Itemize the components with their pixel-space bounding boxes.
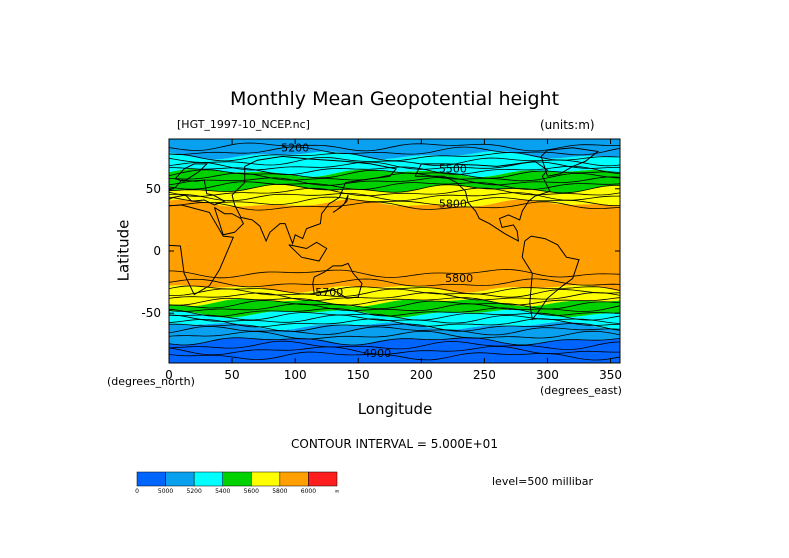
continent-outline (332, 194, 349, 213)
contour-line (169, 152, 620, 162)
colorbar-label: 5600 (244, 488, 259, 495)
contour-line (169, 300, 620, 310)
continent-outline (288, 241, 328, 262)
colorbar-swatch (279, 471, 309, 487)
contour-line (169, 269, 620, 279)
contour-label: 5200 (281, 141, 309, 154)
x-tick-label: 150 (347, 368, 370, 382)
contour-line (169, 201, 620, 211)
contour-line (169, 297, 620, 306)
x-tick-label: 0 (165, 368, 173, 382)
units-label: (units:m) (540, 118, 595, 132)
chart-title: Monthly Mean Geopotential height (229, 88, 560, 110)
colorbar-swatch (136, 471, 166, 487)
contour-line (169, 183, 620, 194)
continent-outline (414, 160, 551, 242)
y-tick-label: -50 (141, 306, 161, 320)
contour-line (169, 278, 620, 288)
continent-outline (312, 262, 363, 299)
contour-line (169, 157, 620, 167)
colorbar-swatch (222, 471, 252, 487)
contour-line (169, 187, 620, 197)
colorbar-label: 5000 (158, 488, 173, 495)
y-units-label: (degrees_north) (107, 375, 195, 388)
x-tick-label: 100 (284, 368, 307, 382)
continent-outline (540, 147, 600, 177)
contour-interval-text: CONTOUR INTERVAL = 5.000E+01 (291, 437, 498, 451)
contour-line (169, 322, 620, 332)
continent-outline (174, 163, 209, 182)
file-label: [HGT_1997-10_NCEP.nc] (177, 118, 310, 131)
x-axis-label: Longitude (357, 400, 433, 418)
color-band (169, 199, 620, 293)
colorbar-label: 5200 (187, 488, 202, 495)
color-band (169, 184, 620, 207)
colorbar-label: ∞ (335, 488, 340, 495)
continent-outline (169, 204, 235, 296)
colorbar-swatch (308, 471, 338, 487)
contour-line (169, 337, 620, 346)
y-tick-label: 50 (146, 182, 161, 196)
color-band (169, 284, 620, 307)
contour-label: 5800 (439, 197, 467, 210)
y-tick-label: 0 (153, 244, 161, 258)
color-band (169, 298, 620, 318)
colorbar-label: 6000 (301, 488, 316, 495)
contour-line (169, 340, 620, 350)
x-tick-label: 300 (536, 368, 559, 382)
contour-line (169, 330, 620, 340)
continent-outline (213, 206, 245, 236)
contour-line (169, 192, 620, 202)
contour-line (169, 146, 620, 156)
continent-outline (521, 235, 580, 321)
continent-outline (231, 155, 398, 246)
contour-label: 5500 (439, 163, 467, 176)
level-text: level=500 millibar (492, 475, 594, 488)
contour-label: 5800 (445, 272, 473, 285)
contour-label: 5700 (315, 286, 343, 299)
colorbar-swatch (193, 471, 223, 487)
contour-line (169, 312, 620, 321)
contour-line (169, 307, 620, 317)
contour-line (169, 285, 620, 295)
x-tick-label: 50 (224, 368, 239, 382)
colorbar-swatch (251, 471, 281, 487)
contour-line (169, 288, 620, 298)
contour-line (169, 314, 620, 324)
x-tick-label: 350 (599, 368, 622, 382)
color-band (169, 139, 620, 160)
contour-line (169, 325, 620, 336)
continent-outline (169, 179, 226, 206)
colorbar-swatch (165, 471, 195, 487)
contour-line (169, 345, 620, 356)
x-units-label: (degrees_east) (540, 384, 622, 397)
colorbar-label: 5400 (215, 488, 230, 495)
colorbar-label: 5800 (272, 488, 287, 495)
color-band (169, 151, 620, 178)
contour-line (169, 196, 620, 206)
x-tick-label: 250 (473, 368, 496, 382)
contour-label: 4900 (363, 347, 391, 360)
colorbar-label: 0 (135, 488, 139, 495)
x-tick-label: 200 (410, 368, 433, 382)
